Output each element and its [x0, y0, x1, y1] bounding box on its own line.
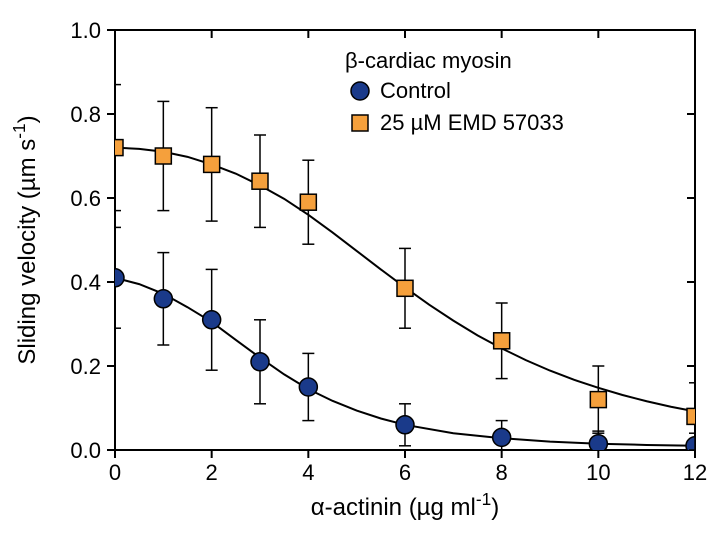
y-tick-label: 0.4: [70, 270, 101, 295]
data-point-circle: [203, 311, 221, 329]
y-tick-label: 0.0: [70, 438, 101, 463]
data-point-square: [300, 194, 316, 210]
legend-label: 25 µM EMD 57033: [380, 110, 564, 135]
legend-marker-square: [352, 115, 368, 131]
y-tick-label: 1.0: [70, 18, 101, 43]
data-point-circle: [493, 428, 511, 446]
x-tick-label: 2: [206, 460, 218, 485]
x-tick-label: 12: [683, 460, 707, 485]
legend-label: Control: [380, 78, 451, 103]
data-point-square: [204, 156, 220, 172]
y-axis-label: Sliding velocity (µm s-1): [9, 115, 41, 364]
data-point-circle: [396, 416, 414, 434]
data-layer: [106, 85, 704, 459]
y-tick-label: 0.6: [70, 186, 101, 211]
y-tick-label: 0.2: [70, 354, 101, 379]
x-tick-label: 4: [302, 460, 314, 485]
data-point-circle: [106, 269, 124, 287]
data-point-circle: [299, 378, 317, 396]
x-tick-label: 0: [109, 460, 121, 485]
legend-marker-circle: [351, 82, 369, 100]
chart-svg: 0 2 4 6 8 10 12 0.0 0.2 0.4 0.6 0.8 1.0 α-actinin (µg…: [0, 0, 722, 537]
data-point-square: [155, 148, 171, 164]
data-point-square: [590, 392, 606, 408]
x-tick-label: 8: [496, 460, 508, 485]
legend-title: β-cardiac myosin: [345, 48, 512, 73]
x-tick-label: 10: [586, 460, 610, 485]
chart-container: 0 2 4 6 8 10 12 0.0 0.2 0.4 0.6 0.8 1.0 α-actinin (µg…: [0, 0, 722, 537]
data-point-circle: [154, 290, 172, 308]
data-point-square: [494, 333, 510, 349]
data-point-square: [252, 173, 268, 189]
data-point-circle: [251, 353, 269, 371]
data-point-square: [397, 280, 413, 296]
data-point-circle: [589, 435, 607, 453]
y-tick-label: 0.8: [70, 102, 101, 127]
x-tick-label: 6: [399, 460, 411, 485]
x-axis-label: α-actinin (µg ml-1): [311, 489, 499, 521]
data-point-square: [107, 140, 123, 156]
data-point-square: [687, 408, 703, 424]
